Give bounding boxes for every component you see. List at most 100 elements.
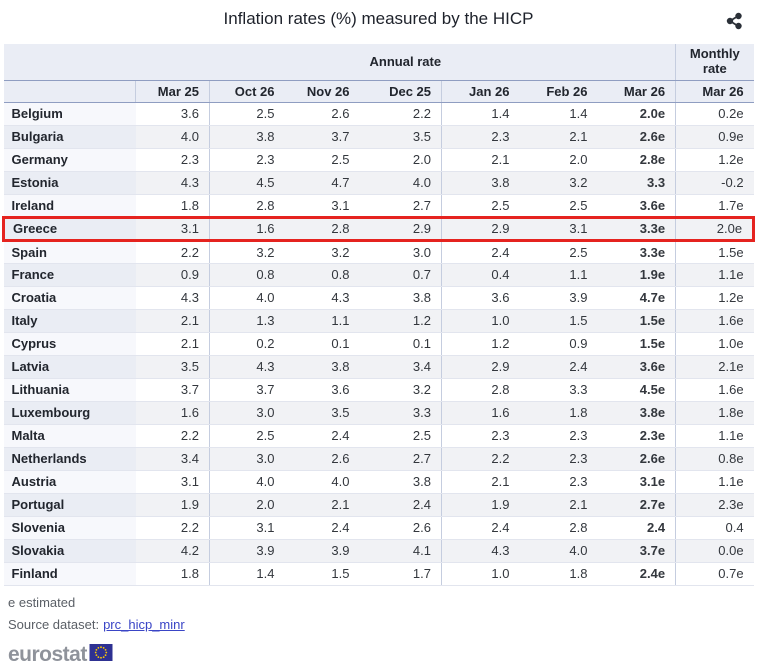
value-cell: 2.2 <box>135 240 210 264</box>
value-cell: 2.7 <box>359 447 442 471</box>
value-cell: 1.9 <box>135 493 210 517</box>
value-cell: 3.6 <box>135 102 210 126</box>
value-cell: 1.0 <box>441 562 520 586</box>
value-cell: 2.1 <box>135 332 210 356</box>
value-cell: 3.7 <box>284 125 360 149</box>
table-row-belgium: Belgium 3.6 2.5 2.6 2.2 1.4 1.4 2.0e 0.2e <box>3 102 754 126</box>
value-cell: 2.3 <box>209 148 285 172</box>
table-row-germany: Germany 2.3 2.3 2.5 2.0 2.1 2.0 2.8e 1.2e <box>3 148 754 172</box>
country-cell: Slovakia <box>3 539 136 563</box>
value-cell: 3.1e <box>597 470 676 494</box>
table-row-latvia: Latvia 3.5 4.3 3.8 3.4 2.9 2.4 3.6e 2.1e <box>3 355 754 379</box>
column-header-oct-26: Oct 26 <box>209 80 285 103</box>
value-cell: 4.7e <box>597 286 676 310</box>
table-row-lithuania: Lithuania 3.7 3.7 3.6 3.2 2.8 3.3 4.5e 1.6e <box>3 378 754 402</box>
value-cell: 2.3 <box>519 424 598 448</box>
table-row-slovenia: Slovenia 2.2 3.1 2.4 2.6 2.4 2.8 2.4 0.4 <box>3 516 754 540</box>
value-cell: 3.1 <box>209 516 285 540</box>
value-cell: 3.0 <box>359 240 442 264</box>
value-cell: 2.8 <box>284 215 360 242</box>
value-cell: 3.7 <box>209 378 285 402</box>
value-cell: 2.2 <box>359 102 442 126</box>
value-cell: 2.4 <box>284 424 360 448</box>
share-icon <box>726 12 743 33</box>
column-header-monthly: Mar 26 <box>675 80 754 103</box>
estimated-footnote: e estimated <box>8 594 76 610</box>
value-cell: 1.8 <box>135 194 210 218</box>
column-header-mar-26: Mar 26 <box>597 80 676 103</box>
corner-cell <box>3 80 136 103</box>
value-cell: 3.6e <box>597 194 676 218</box>
value-cell: 2.3 <box>441 125 520 149</box>
value-cell: 2.1 <box>284 493 360 517</box>
value-cell: 2.1 <box>441 148 520 172</box>
value-cell: 4.3 <box>284 286 360 310</box>
monthly-value-cell: 2.1e <box>675 355 754 379</box>
value-cell: 3.7 <box>135 378 210 402</box>
value-cell: 3.3e <box>597 240 676 264</box>
monthly-value-cell: 1.5e <box>675 240 754 264</box>
annual-rate-header: Annual rate <box>135 44 676 81</box>
share-button[interactable] <box>724 10 745 32</box>
column-header-nov-26: Nov 26 <box>284 80 360 103</box>
monthly-value-cell: 1.7e <box>675 194 754 218</box>
value-cell: 3.1 <box>135 470 210 494</box>
value-cell: 3.6e <box>597 355 676 379</box>
table-row-austria: Austria 3.1 4.0 4.0 3.8 2.1 2.3 3.1e 1.1e <box>3 470 754 494</box>
value-cell: 0.7 <box>359 263 442 287</box>
monthly-value-cell: 1.2e <box>675 148 754 172</box>
eu-flag-icon <box>89 644 113 664</box>
value-cell: 1.1 <box>519 263 598 287</box>
table-row-finland: Finland 1.8 1.4 1.5 1.7 1.0 1.8 2.4e 0.7e <box>3 562 754 586</box>
table-row-cyprus: Cyprus 2.1 0.2 0.1 0.1 1.2 0.9 1.5e 1.0e <box>3 332 754 356</box>
table-row-greece: Greece 3.1 1.6 2.8 2.9 2.9 3.1 3.3e 2.0e <box>2 215 756 242</box>
value-cell: 2.6 <box>284 102 360 126</box>
value-cell: 1.0 <box>441 309 520 333</box>
table-row-luxembourg: Luxembourg 1.6 3.0 3.5 3.3 1.6 1.8 3.8e 1.8e <box>3 401 754 425</box>
monthly-value-cell: 1.6e <box>675 309 754 333</box>
value-cell: 2.7 <box>359 194 442 218</box>
value-cell: 2.5 <box>519 194 598 218</box>
value-cell: 3.2 <box>359 378 442 402</box>
value-cell: 2.3 <box>441 424 520 448</box>
value-cell: 1.5e <box>597 332 676 356</box>
value-cell: 4.5e <box>597 378 676 402</box>
value-cell: 4.1 <box>359 539 442 563</box>
country-cell: Austria <box>3 470 136 494</box>
value-cell: 2.5 <box>284 148 360 172</box>
value-cell: 0.9 <box>135 263 210 287</box>
monthly-value-cell: 0.2e <box>675 102 754 126</box>
value-cell: 2.1 <box>135 309 210 333</box>
monthly-value-cell: 2.0e <box>675 215 756 242</box>
value-cell: 3.1 <box>519 215 598 242</box>
value-cell: 2.6 <box>359 516 442 540</box>
value-cell: 3.8 <box>284 355 360 379</box>
value-cell: 3.3 <box>597 171 676 195</box>
inflation-table: Annual rate Monthly rate Mar 25 Oct 26 Nov… <box>2 44 756 586</box>
value-cell: 4.3 <box>209 355 285 379</box>
source-dataset-link[interactable]: prc_hicp_minr <box>103 616 185 632</box>
table-row-estonia: Estonia 4.3 4.5 4.7 4.0 3.8 3.2 3.3 -0.2 <box>3 171 754 195</box>
value-cell: 3.1 <box>135 215 210 242</box>
value-cell: 3.2 <box>209 240 285 264</box>
page-title: Inflation rates (%) measured by the HICP <box>223 9 534 28</box>
value-cell: 3.9 <box>519 286 598 310</box>
value-cell: 4.3 <box>135 171 210 195</box>
value-cell: 2.1 <box>441 470 520 494</box>
value-cell: 0.4 <box>441 263 520 287</box>
value-cell: 1.4 <box>441 102 520 126</box>
column-header-dec-25: Dec 25 <box>359 80 442 103</box>
country-cell: Slovenia <box>3 516 136 540</box>
monthly-value-cell: 0.4 <box>675 516 754 540</box>
value-cell: 1.5e <box>597 309 676 333</box>
value-cell: 2.0e <box>597 102 676 126</box>
monthly-value-cell: 0.0e <box>675 539 754 563</box>
value-cell: 0.1 <box>284 332 360 356</box>
value-cell: 2.3 <box>519 447 598 471</box>
table-row-italy: Italy 2.1 1.3 1.1 1.2 1.0 1.5 1.5e 1.6e <box>3 309 754 333</box>
value-cell: 0.1 <box>359 332 442 356</box>
monthly-value-cell: 0.9e <box>675 125 754 149</box>
table-row-spain: Spain 2.2 3.2 3.2 3.0 2.4 2.5 3.3e 1.5e <box>3 240 754 264</box>
value-cell: 2.5 <box>209 424 285 448</box>
